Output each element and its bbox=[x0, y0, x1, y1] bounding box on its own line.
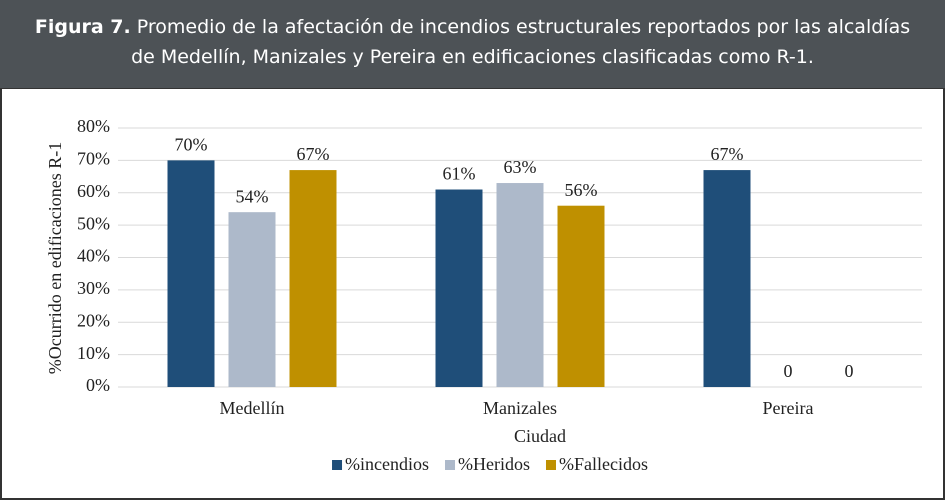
legend-swatch bbox=[445, 460, 456, 470]
data-label: 67% bbox=[297, 144, 330, 164]
y-tick-label: 20% bbox=[77, 310, 110, 330]
legend-swatch bbox=[545, 460, 556, 470]
bar bbox=[435, 189, 483, 387]
x-tick-label: Medellín bbox=[220, 398, 285, 418]
y-axis-title: %Ocurrido en edificaciones R-1 bbox=[45, 142, 65, 374]
x-axis-title: Ciudad bbox=[514, 426, 566, 446]
figure-header: Figura 7. Promedio de la afectación de i… bbox=[0, 0, 945, 88]
bar bbox=[228, 212, 276, 387]
data-label: 0 bbox=[784, 361, 793, 381]
data-label: 0 bbox=[845, 361, 854, 381]
y-tick-label: 30% bbox=[77, 278, 110, 298]
data-label: 61% bbox=[443, 164, 476, 184]
y-tick-label: 70% bbox=[77, 149, 110, 169]
legend-label: %Heridos bbox=[458, 454, 530, 474]
data-label: 56% bbox=[565, 180, 598, 200]
y-tick-label: 80% bbox=[77, 116, 110, 136]
legend-label: %Fallecidos bbox=[559, 454, 648, 474]
data-label: 67% bbox=[711, 144, 744, 164]
data-label: 54% bbox=[236, 186, 269, 206]
data-label: 63% bbox=[504, 157, 537, 177]
legend-swatch bbox=[332, 460, 343, 470]
y-tick-label: 50% bbox=[77, 213, 110, 233]
x-tick-label: Pereira bbox=[763, 398, 814, 418]
bar bbox=[289, 170, 337, 387]
y-tick-label: 60% bbox=[77, 181, 110, 201]
bar bbox=[167, 160, 215, 387]
figure-label: Figura 7. bbox=[34, 16, 131, 38]
y-tick-label: 0% bbox=[86, 375, 110, 395]
y-tick-label: 10% bbox=[77, 343, 110, 363]
chart-title: Promedio de la afectación de incendios e… bbox=[131, 16, 911, 68]
legend-label: %incendios bbox=[345, 454, 429, 474]
bar bbox=[703, 170, 751, 387]
bar bbox=[496, 183, 544, 387]
bar bbox=[557, 205, 605, 387]
x-tick-label: Manizales bbox=[483, 398, 557, 418]
y-tick-label: 40% bbox=[77, 246, 110, 266]
data-label: 70% bbox=[175, 135, 208, 155]
